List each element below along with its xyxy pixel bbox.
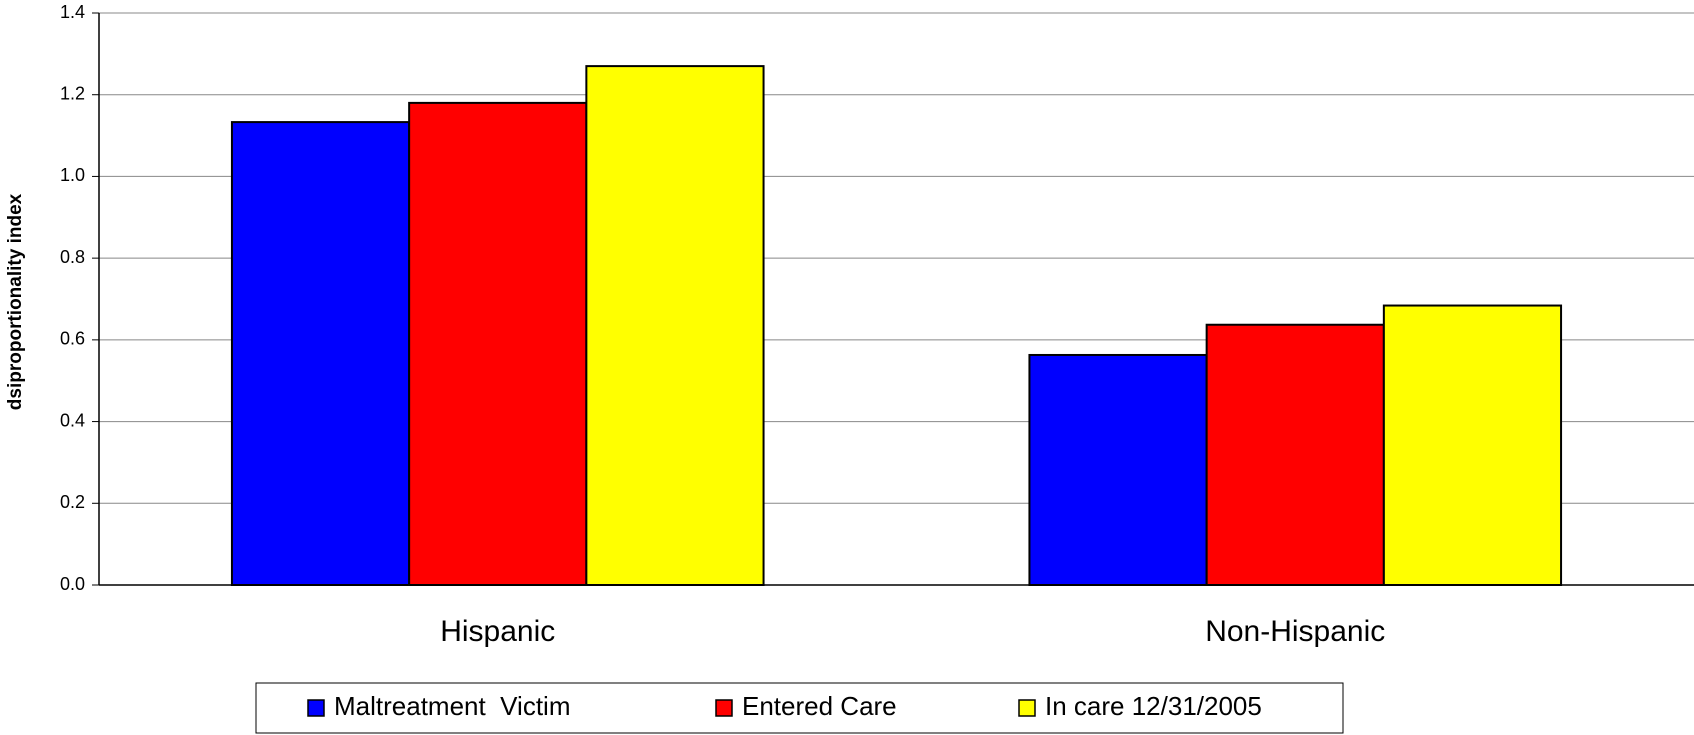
y-tick-label: 0.4: [60, 410, 85, 430]
legend-label: Entered Care: [742, 691, 897, 721]
y-axis-label: dsiproportionality index: [5, 193, 26, 410]
bar: [230, 121, 411, 587]
legend-swatch: [715, 699, 733, 717]
y-tick-label: 1.0: [60, 165, 85, 185]
y-tick-label: 0.2: [60, 492, 85, 512]
bar: [408, 101, 588, 586]
y-tick-label: 0.8: [60, 247, 85, 267]
y-tick-label: 0.6: [60, 329, 85, 349]
legend-label: Maltreatment Victim: [334, 691, 570, 721]
bar: [1382, 304, 1563, 586]
legend-label: In care 12/31/2005: [1045, 691, 1262, 721]
bar: [1028, 353, 1208, 586]
x-tick-label: Hispanic: [440, 615, 555, 648]
bar: [585, 65, 765, 587]
legend-swatch: [1018, 699, 1036, 717]
y-tick-label: 0.0: [60, 574, 85, 594]
y-tick-label: 1.2: [60, 83, 85, 103]
x-tick-label: Non-Hispanic: [1205, 615, 1385, 648]
bar: [1205, 323, 1385, 586]
legend-swatch: [307, 699, 325, 717]
legend-box: [255, 682, 1344, 734]
y-tick-label: 1.4: [60, 2, 85, 22]
